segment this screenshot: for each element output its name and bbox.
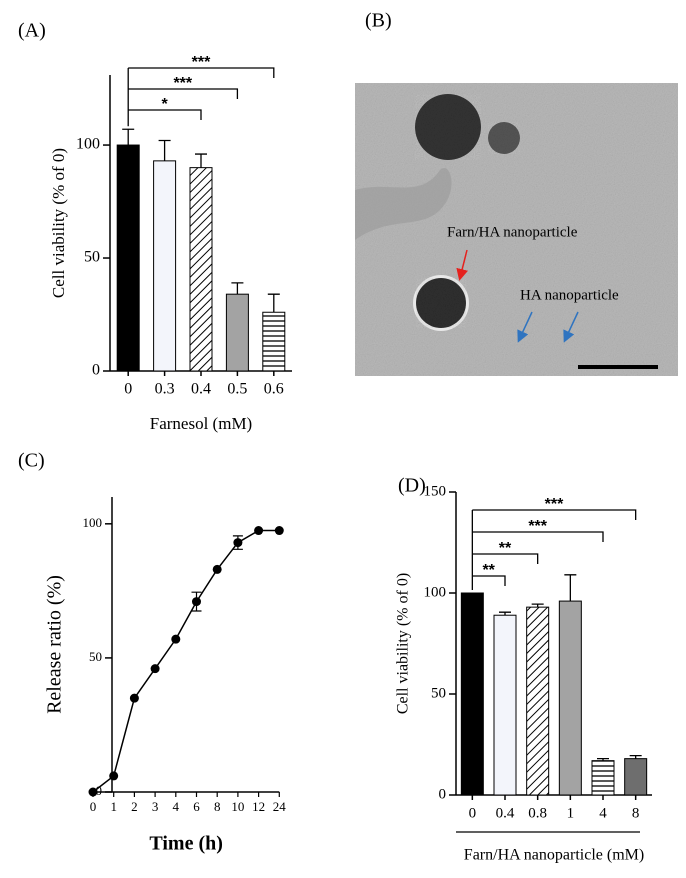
x-tick-label: 3 <box>152 799 159 814</box>
x-tick-label: 0.4 <box>191 381 211 398</box>
error-bar <box>564 574 577 602</box>
y-tick-label: 0 <box>92 362 100 379</box>
panel-label: (D) <box>398 475 426 497</box>
data-point <box>150 664 160 674</box>
x-tick-label: 1 <box>567 805 575 821</box>
x-tick-label: 12 <box>252 799 265 814</box>
data-point <box>109 771 119 781</box>
significance-label: *** <box>173 75 192 92</box>
data-point <box>254 526 264 536</box>
y-tick-label: 0 <box>96 783 103 798</box>
panel-label: (C) <box>18 450 45 472</box>
significance-label: *** <box>545 496 564 513</box>
x-tick-label: 0 <box>469 805 477 821</box>
significance-bracket <box>128 67 275 78</box>
significance-label: ** <box>499 540 512 557</box>
x-tick-label: 8 <box>214 799 221 814</box>
bar <box>558 600 582 796</box>
bar <box>116 144 140 372</box>
data-point <box>129 693 139 703</box>
significance-bracket <box>472 553 539 564</box>
data-point <box>274 526 284 536</box>
significance-bracket <box>128 88 239 99</box>
bar <box>460 592 484 796</box>
significance-label: *** <box>192 54 211 71</box>
significance-bracket <box>128 109 202 120</box>
data-point <box>212 564 222 574</box>
y-tick-label: 50 <box>89 649 102 664</box>
x-tick-label: 8 <box>632 805 640 821</box>
x-axis-label: Time (h) <box>149 833 223 855</box>
y-tick-label: 100 <box>424 584 447 600</box>
y-tick-label: 150 <box>424 483 447 499</box>
error-bar <box>122 128 135 146</box>
error-bar <box>597 757 609 761</box>
significance-bracket <box>472 531 604 542</box>
significance-label: * <box>161 96 168 113</box>
y-axis-label: Cell viability (% of 0) <box>49 148 68 298</box>
x-tick-label: 2 <box>131 799 138 814</box>
bar <box>189 167 213 372</box>
error-bar <box>231 282 244 295</box>
data-point <box>88 787 98 797</box>
bar <box>591 760 615 796</box>
annotation: HA nanoparticle <box>520 287 619 303</box>
y-axis-label: Release ratio (%) <box>44 575 66 714</box>
micrograph <box>355 83 678 376</box>
significance-label: *** <box>528 518 547 535</box>
significance-bracket <box>472 509 637 520</box>
x-tick-label: 0.4 <box>496 805 515 821</box>
panel-label: (A) <box>18 20 46 42</box>
annotation: Farn/HA nanoparticle <box>447 224 578 240</box>
bar <box>262 311 286 372</box>
bar <box>624 758 648 796</box>
y-tick-label: 0 <box>439 786 447 802</box>
data-line <box>92 529 280 793</box>
x-tick-label: 0 <box>90 799 97 814</box>
x-tick-label: 0.8 <box>528 805 547 821</box>
x-tick-label: 0.5 <box>227 381 247 398</box>
error-bar <box>267 293 280 313</box>
x-tick-label: 0.6 <box>264 381 284 398</box>
x-tick-label: 0 <box>124 381 132 398</box>
y-tick-label: 50 <box>431 685 446 701</box>
x-tick-label: 24 <box>273 799 287 814</box>
y-tick-label: 100 <box>76 136 100 153</box>
data-point <box>171 634 181 644</box>
x-tick-label: 1 <box>110 799 117 814</box>
bar <box>153 160 177 372</box>
x-tick-label: 10 <box>231 799 244 814</box>
y-tick-label: 50 <box>84 249 100 266</box>
x-tick-label: 6 <box>193 799 200 814</box>
bar <box>526 606 550 796</box>
bar <box>225 293 249 372</box>
x-tick-label: 4 <box>599 805 607 821</box>
panel-label: (B) <box>365 10 392 32</box>
error-bar <box>195 153 207 168</box>
error-bar <box>499 611 511 616</box>
error-bar <box>531 603 544 608</box>
significance-label: ** <box>482 562 495 579</box>
data-point <box>233 538 243 548</box>
data-point <box>192 597 201 607</box>
y-tick-label: 100 <box>83 515 103 530</box>
x-axis-label: Farn/HA nanoparticle (mM) <box>464 847 644 864</box>
error-bar <box>158 139 171 161</box>
x-tick-label: 4 <box>173 799 180 814</box>
bar <box>493 614 517 796</box>
y-axis-label: Cell viability (% of 0) <box>395 573 412 714</box>
x-tick-label: 0.3 <box>155 381 175 398</box>
x-axis-label: Farnesol (mM) <box>150 414 252 433</box>
significance-bracket <box>472 575 506 586</box>
error-bar <box>629 754 642 759</box>
